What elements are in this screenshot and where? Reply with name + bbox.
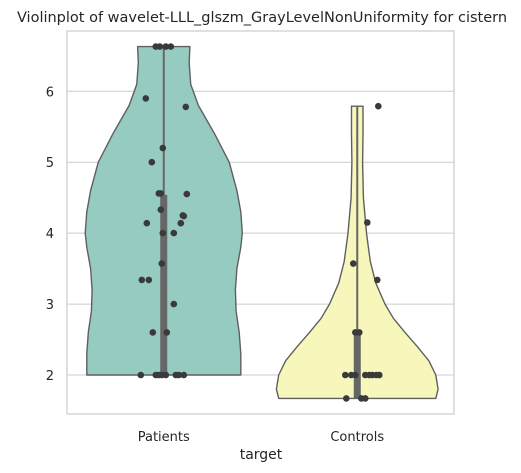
- point-patients-7: [148, 158, 156, 166]
- x-tick-label-patients: Patients: [138, 430, 190, 445]
- data-points: [137, 43, 383, 402]
- point-controls-16: [362, 395, 369, 402]
- point-patients-5: [182, 103, 190, 111]
- y-tick-label-2: 2: [46, 369, 54, 384]
- point-patients-30: [175, 371, 183, 379]
- y-tick-labels: 2 3 4 5 6: [46, 85, 54, 384]
- point-patients-16: [159, 229, 167, 237]
- y-tick-label-5: 5: [46, 156, 54, 171]
- point-patients-19: [138, 276, 146, 284]
- point-controls-13: [376, 371, 383, 379]
- point-patients-4: [142, 95, 150, 102]
- point-patients-14: [143, 219, 151, 227]
- point-patients-23: [163, 329, 171, 336]
- x-tick-labels: Patients Controls: [138, 430, 385, 445]
- x-axis-label: target: [240, 447, 283, 463]
- point-controls-6: [342, 371, 349, 379]
- point-controls-8: [352, 371, 359, 379]
- point-patients-20: [145, 276, 153, 284]
- point-patients-24: [137, 371, 145, 379]
- iqr-box-controls: [353, 332, 361, 399]
- plot-frame: [66, 30, 455, 415]
- point-patients-3: [167, 43, 175, 50]
- point-patients-22: [149, 329, 157, 336]
- point-patients-15: [177, 219, 185, 227]
- y-tick-label-6: 6: [46, 85, 54, 100]
- point-controls-2: [350, 260, 357, 267]
- chart-title: Violinplot of wavelet-LLL_glszm_GrayLeve…: [17, 10, 507, 26]
- point-patients-1: [156, 43, 164, 50]
- point-controls-5: [356, 329, 363, 336]
- point-patients-21: [170, 300, 178, 308]
- point-patients-10: [183, 190, 191, 198]
- point-controls-14: [343, 395, 350, 402]
- point-patients-13: [180, 212, 188, 220]
- x-tick-label-controls: Controls: [330, 430, 384, 445]
- y-tick-label-4: 4: [46, 227, 54, 242]
- point-patients-6: [159, 144, 167, 152]
- point-patients-17: [170, 229, 178, 237]
- point-patients-31: [180, 371, 188, 379]
- violins: [84, 45, 439, 400]
- iqr-box-patients: [160, 194, 168, 375]
- point-controls-3: [374, 276, 381, 284]
- point-patients-11: [157, 206, 165, 213]
- point-patients-2: [162, 43, 170, 50]
- point-controls-1: [364, 219, 371, 226]
- point-patients-9: [157, 190, 165, 197]
- point-patients-18: [158, 260, 166, 267]
- y-tick-label-3: 3: [46, 298, 54, 313]
- point-patients-28: [162, 371, 170, 379]
- point-controls-0: [375, 102, 382, 110]
